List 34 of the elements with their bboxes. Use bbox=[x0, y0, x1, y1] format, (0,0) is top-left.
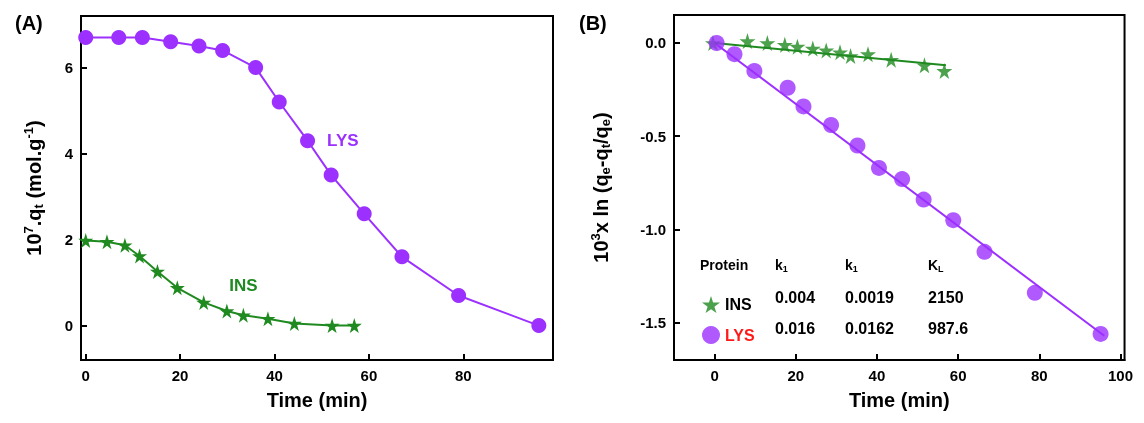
x-tick-label: 60 bbox=[949, 367, 967, 384]
series-label: LYS bbox=[327, 131, 359, 151]
chart-title: (A) bbox=[15, 12, 43, 34]
y-tick-label: 4 bbox=[64, 145, 74, 163]
x-tick-label: 20 bbox=[787, 367, 805, 384]
annotation: Protein bbox=[700, 257, 749, 273]
annotation: 2150 bbox=[928, 288, 964, 306]
annotation: 0.0019 bbox=[845, 288, 895, 306]
annotation: 0.0162 bbox=[845, 319, 895, 337]
x-axis-title: Time (min) bbox=[848, 389, 950, 411]
x-tick-label: 60 bbox=[360, 367, 378, 384]
series-label: INS bbox=[229, 275, 258, 295]
x-axis-title: Time (min) bbox=[266, 389, 368, 411]
x-tick-label: 80 bbox=[1030, 367, 1048, 384]
x-tick-label: 40 bbox=[868, 367, 886, 384]
x-tick-label: 80 bbox=[454, 367, 472, 384]
x-tick-label: 0 bbox=[710, 367, 719, 384]
annotation: 987.6 bbox=[928, 319, 969, 337]
y-tick-label: 0.0 bbox=[645, 34, 666, 52]
y-tick-label: -0.5 bbox=[640, 127, 666, 145]
chart-title: (B) bbox=[579, 12, 607, 34]
x-tick-label: 40 bbox=[266, 367, 283, 384]
legend-label: LYS bbox=[725, 326, 755, 344]
y-tick-label: -1.0 bbox=[640, 220, 666, 238]
y-tick-label: 2 bbox=[64, 231, 73, 249]
annotation: 0.004 bbox=[775, 288, 816, 306]
y-tick-label: 6 bbox=[64, 59, 73, 77]
legend-label: INS bbox=[725, 296, 752, 314]
y-tick-label: -1.5 bbox=[640, 314, 666, 332]
x-tick-label: 0 bbox=[81, 367, 90, 384]
annotation: 0.016 bbox=[775, 319, 816, 337]
x-tick-label: 100 bbox=[1107, 367, 1133, 384]
x-tick-label: 20 bbox=[171, 367, 189, 384]
y-tick-label: 0 bbox=[64, 317, 73, 335]
